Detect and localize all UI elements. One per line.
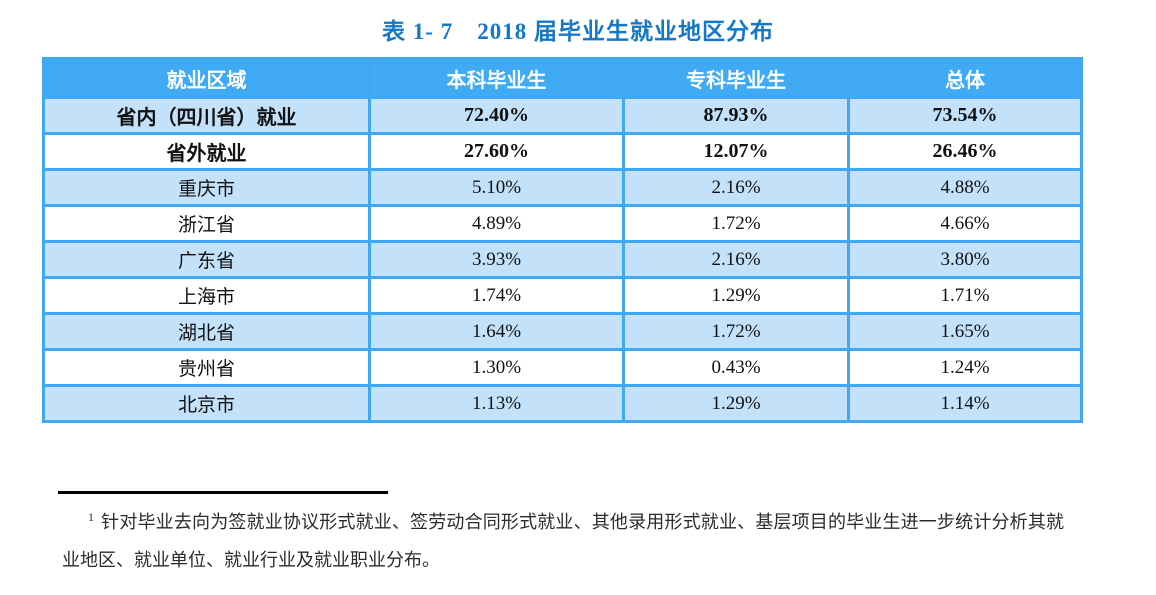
header-cell-overall: 总体 bbox=[847, 57, 1083, 99]
cell-region: 省外就业 bbox=[42, 132, 371, 171]
cell-value: 1.13% bbox=[368, 384, 625, 423]
table-row: 广东省 3.93% 2.16% 3.80% bbox=[42, 240, 1083, 279]
table-title: 表 1- 7 2018 届毕业生就业地区分布 bbox=[382, 19, 774, 44]
header-cell-junior-college: 专科毕业生 bbox=[622, 57, 850, 99]
cell-value: 2.16% bbox=[622, 240, 850, 279]
cell-value: 1.72% bbox=[622, 204, 850, 243]
cell-value: 26.46% bbox=[847, 132, 1083, 171]
cell-value: 73.54% bbox=[847, 96, 1083, 135]
cell-value: 4.66% bbox=[847, 204, 1083, 243]
table-row: 重庆市 5.10% 2.16% 4.88% bbox=[42, 168, 1083, 207]
table-row: 上海市 1.74% 1.29% 1.71% bbox=[42, 276, 1083, 315]
table-row: 省外就业 27.60% 12.07% 26.46% bbox=[42, 132, 1083, 171]
cell-value: 0.43% bbox=[622, 348, 850, 387]
cell-value: 2.16% bbox=[622, 168, 850, 207]
footnote: 1 针对毕业去向为签就业协议形式就业、签劳动合同形式就业、其他录用形式就业、基层项… bbox=[62, 503, 1064, 579]
cell-value: 3.80% bbox=[847, 240, 1083, 279]
table-row: 贵州省 1.30% 0.43% 1.24% bbox=[42, 348, 1083, 387]
cell-value: 1.30% bbox=[368, 348, 625, 387]
cell-value: 5.10% bbox=[368, 168, 625, 207]
cell-value: 72.40% bbox=[368, 96, 625, 135]
cell-value: 1.14% bbox=[847, 384, 1083, 423]
cell-value: 12.07% bbox=[622, 132, 850, 171]
table-row: 浙江省 4.89% 1.72% 4.66% bbox=[42, 204, 1083, 243]
cell-region: 北京市 bbox=[42, 384, 371, 423]
cell-value: 1.24% bbox=[847, 348, 1083, 387]
cell-region: 广东省 bbox=[42, 240, 371, 279]
header-cell-undergraduate: 本科毕业生 bbox=[368, 57, 625, 99]
table-row: 湖北省 1.64% 1.72% 1.65% bbox=[42, 312, 1083, 351]
cell-region: 浙江省 bbox=[42, 204, 371, 243]
table-header-row: 就业区域 本科毕业生 专科毕业生 总体 bbox=[42, 57, 1083, 99]
cell-value: 1.72% bbox=[622, 312, 850, 351]
table-row: 北京市 1.13% 1.29% 1.14% bbox=[42, 384, 1083, 423]
cell-value: 1.71% bbox=[847, 276, 1083, 315]
cell-value: 1.29% bbox=[622, 276, 850, 315]
cell-value: 87.93% bbox=[622, 96, 850, 135]
cell-region: 湖北省 bbox=[42, 312, 371, 351]
employment-region-table: 就业区域 本科毕业生 专科毕业生 总体 省内（四川省）就业 72.40% 87.… bbox=[42, 57, 1083, 423]
cell-region: 省内（四川省）就业 bbox=[42, 96, 371, 135]
cell-region: 贵州省 bbox=[42, 348, 371, 387]
cell-value: 27.60% bbox=[368, 132, 625, 171]
header-cell-region: 就业区域 bbox=[42, 57, 371, 99]
cell-value: 1.64% bbox=[368, 312, 625, 351]
cell-value: 1.29% bbox=[622, 384, 850, 423]
footnote-separator bbox=[58, 491, 388, 494]
cell-region: 重庆市 bbox=[42, 168, 371, 207]
cell-value: 1.74% bbox=[368, 276, 625, 315]
cell-region: 上海市 bbox=[42, 276, 371, 315]
cell-value: 4.88% bbox=[847, 168, 1083, 207]
footnote-text: 针对毕业去向为签就业协议形式就业、签劳动合同形式就业、其他录用形式就业、基层项目… bbox=[62, 512, 1064, 570]
footnote-marker: 1 bbox=[88, 510, 94, 524]
cell-value: 3.93% bbox=[368, 240, 625, 279]
cell-value: 1.65% bbox=[847, 312, 1083, 351]
cell-value: 4.89% bbox=[368, 204, 625, 243]
table-row: 省内（四川省）就业 72.40% 87.93% 73.54% bbox=[42, 96, 1083, 135]
